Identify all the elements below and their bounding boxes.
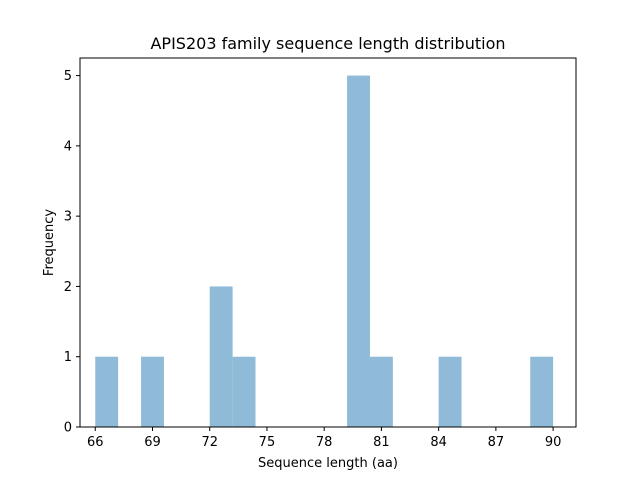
x-tick-label: 66: [87, 435, 104, 450]
x-tick-label: 87: [488, 435, 505, 450]
bars-group: [95, 75, 554, 428]
y-tick-label: 5: [64, 69, 72, 84]
y-tick-label: 1: [64, 350, 72, 365]
y-axis-ticks: 0 1 2 3 4 5: [64, 69, 80, 436]
histogram-bar: [530, 356, 554, 427]
histogram-bar: [369, 356, 393, 427]
x-tick-label: 84: [430, 435, 447, 450]
histogram-bar: [95, 356, 119, 427]
chart-title: APIS203 family sequence length distribut…: [150, 34, 505, 53]
x-axis-ticks: 66 69 72 75 78 81 84 87 90: [87, 427, 561, 450]
y-tick-label: 3: [64, 210, 72, 225]
histogram-bar: [209, 286, 233, 427]
x-tick-label: 72: [201, 435, 218, 450]
histogram-bar: [438, 356, 462, 427]
x-tick-label: 78: [316, 435, 333, 450]
plot-frame: [79, 57, 577, 428]
x-axis-label: Sequence length (aa): [258, 456, 398, 471]
y-axis-label: Frequency: [42, 209, 57, 276]
histogram-bar: [347, 75, 370, 428]
x-tick-label: 90: [545, 435, 562, 450]
x-tick-label: 81: [373, 435, 390, 450]
y-tick-label: 2: [64, 280, 72, 295]
histogram-bar: [232, 356, 256, 427]
x-tick-label: 75: [259, 435, 276, 450]
y-tick-label: 0: [64, 421, 72, 436]
y-tick-label: 4: [64, 139, 72, 154]
histogram-bar: [141, 356, 164, 427]
x-tick-label: 69: [144, 435, 161, 450]
